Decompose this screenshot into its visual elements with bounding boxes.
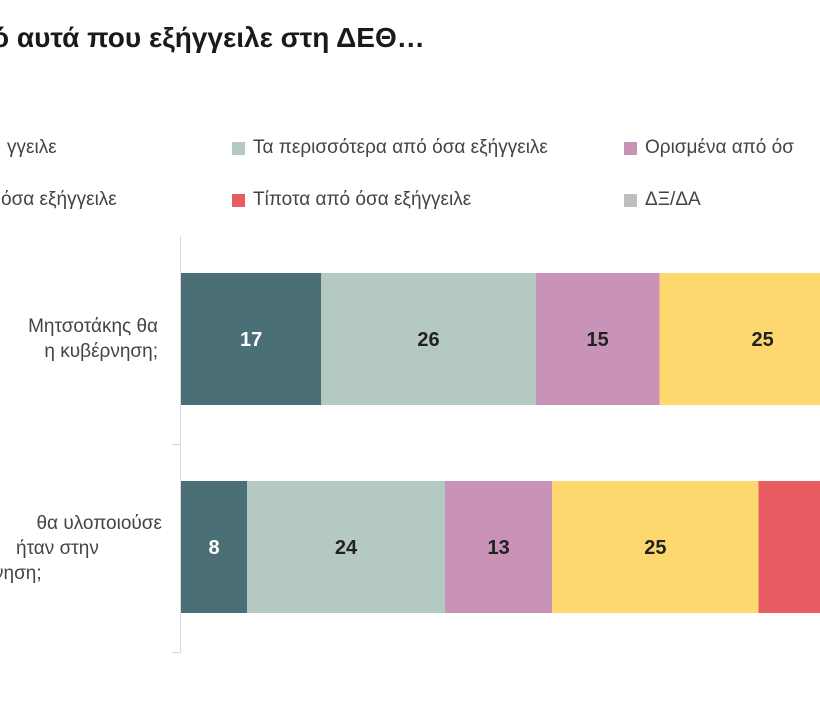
bar-segment	[247, 481, 445, 613]
data-label: 13	[488, 537, 510, 559]
data-label: 25	[644, 537, 666, 559]
bar-segment	[535, 273, 660, 405]
legend-item-5: Τίποτα από όσα εξήγγειλε	[232, 189, 471, 211]
bar-segment	[181, 481, 247, 613]
legend-label: ΔΞ/ΔΑ	[645, 189, 701, 210]
data-label: 25	[752, 329, 774, 351]
legend-label: Τίποτα από όσα εξήγγειλε	[253, 189, 472, 210]
data-label: 15	[587, 329, 609, 351]
legend-label: όσα εξήγγειλε	[1, 189, 117, 210]
chart-title: ό αυτά που εξήγγειλε στη ΔΕΘ…	[0, 22, 425, 53]
bar-segment	[659, 273, 820, 405]
bar-segment-overflow	[758, 481, 820, 613]
bar-segment	[321, 273, 536, 405]
legend-label: Ορισμένα από όσ	[645, 137, 794, 158]
legend-label: γγειλε	[7, 137, 57, 158]
legend-swatch	[232, 141, 245, 155]
category-label-line: ήταν στην	[16, 538, 99, 559]
category-label-line: θα υλοποιούσε	[36, 513, 162, 534]
data-label: 26	[417, 329, 439, 351]
bar-segment	[552, 481, 759, 613]
legend-item-6: ΔΞ/ΔΑ	[624, 189, 701, 211]
category-label-line: η κυβέρνηση;	[44, 341, 158, 362]
legend-item-4: όσα εξήγγειλε	[0, 189, 117, 211]
bar-segment	[445, 481, 553, 613]
category-label-line: Μητσοτάκης θα	[28, 316, 158, 337]
legend-item-1: γγειλε	[0, 137, 57, 159]
legend-swatch	[232, 193, 245, 207]
legend-swatch	[624, 193, 637, 207]
bar-segment	[181, 273, 322, 405]
legend-label: Τα περισσότερα από όσα εξήγγειλε	[253, 137, 548, 158]
legend-swatch	[624, 141, 637, 155]
category-label-2: θα υλοποιούσε ήταν στην νηση;	[0, 511, 162, 586]
legend-item-2: Τα περισσότερα από όσα εξήγγειλε	[232, 137, 548, 159]
data-label: 8	[208, 537, 219, 559]
data-label: 24	[335, 537, 358, 559]
legend-item-3: Ορισμένα από όσ	[624, 137, 794, 159]
data-label: 17	[240, 329, 262, 351]
category-label-1: Μητσοτάκης θα η κυβέρνηση;	[28, 314, 158, 364]
category-label-line: νηση;	[0, 563, 42, 584]
